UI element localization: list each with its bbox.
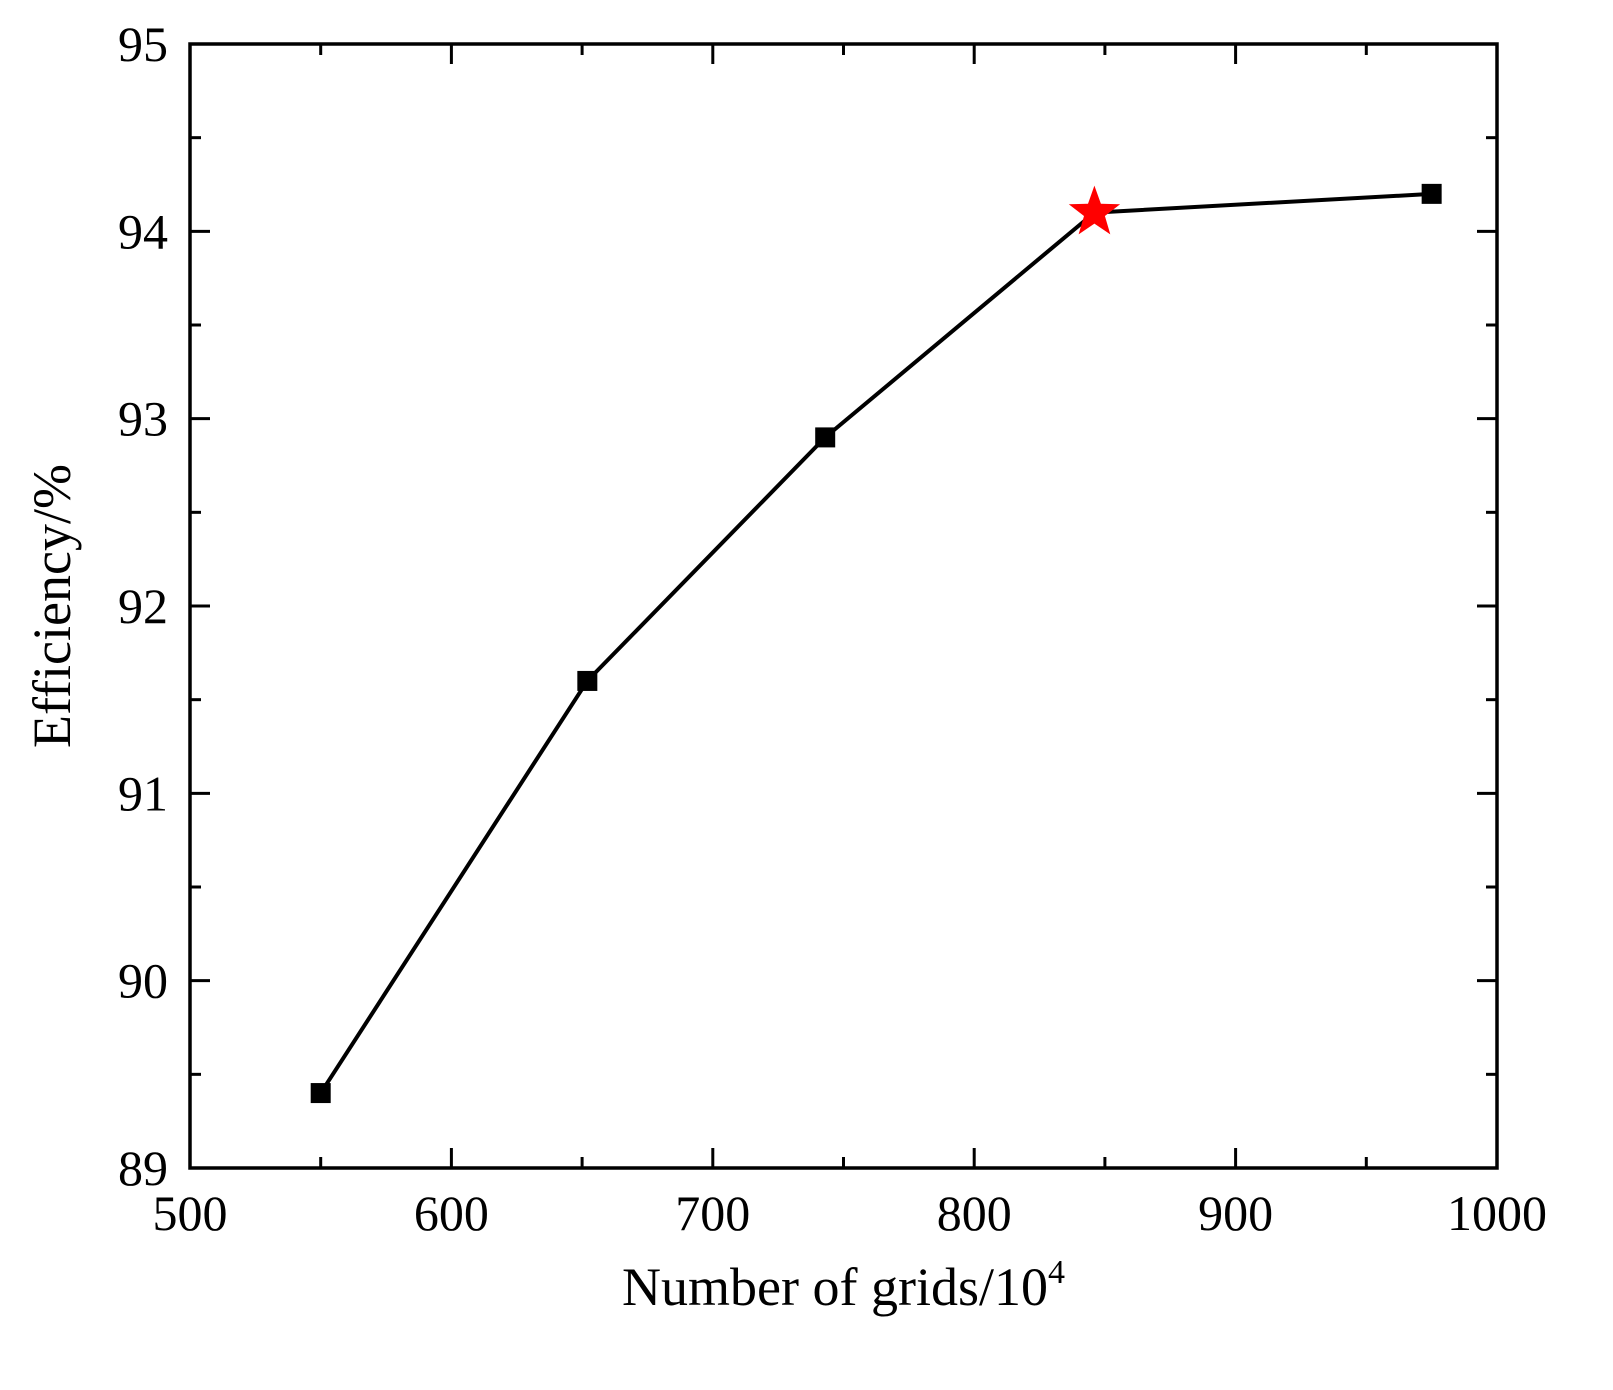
x-tick-label: 500 <box>153 1185 228 1241</box>
x-axis-title: Number of grids/104 <box>622 1254 1065 1317</box>
x-tick-label: 600 <box>414 1185 489 1241</box>
y-tick-labels: 89 90 91 92 93 94 95 <box>118 16 168 1196</box>
square-marker <box>310 1083 331 1104</box>
square-marker <box>1421 183 1442 204</box>
data-markers <box>310 183 1442 1104</box>
x-axis-title-superscript: 4 <box>1048 1254 1065 1291</box>
series-line <box>319 191 1432 1095</box>
y-tick-label: 95 <box>118 16 168 72</box>
y-axis-title: Efficiency/% <box>22 464 82 748</box>
square-marker <box>815 427 836 448</box>
minor-ticks <box>190 44 1497 1168</box>
x-tick-label: 900 <box>1198 1185 1273 1241</box>
plot-frame <box>188 42 1499 1170</box>
star-marker <box>1068 185 1121 235</box>
y-tick-label: 89 <box>118 1140 168 1196</box>
x-tick-label: 800 <box>937 1185 1012 1241</box>
y-tick-label: 91 <box>118 765 168 821</box>
x-tick-label: 700 <box>675 1185 750 1241</box>
y-tick-label: 93 <box>118 391 168 447</box>
x-tick-labels: 500 600 700 800 900 1000 <box>153 1185 1548 1241</box>
y-tick-label: 92 <box>118 578 168 634</box>
x-axis-title-main: Number of grids/10 <box>622 1257 1048 1317</box>
y-tick-label: 94 <box>118 203 168 259</box>
major-ticks <box>188 42 1499 1170</box>
y-tick-label: 90 <box>118 953 168 1009</box>
square-marker <box>577 670 598 691</box>
x-tick-label: 1000 <box>1447 1185 1547 1241</box>
